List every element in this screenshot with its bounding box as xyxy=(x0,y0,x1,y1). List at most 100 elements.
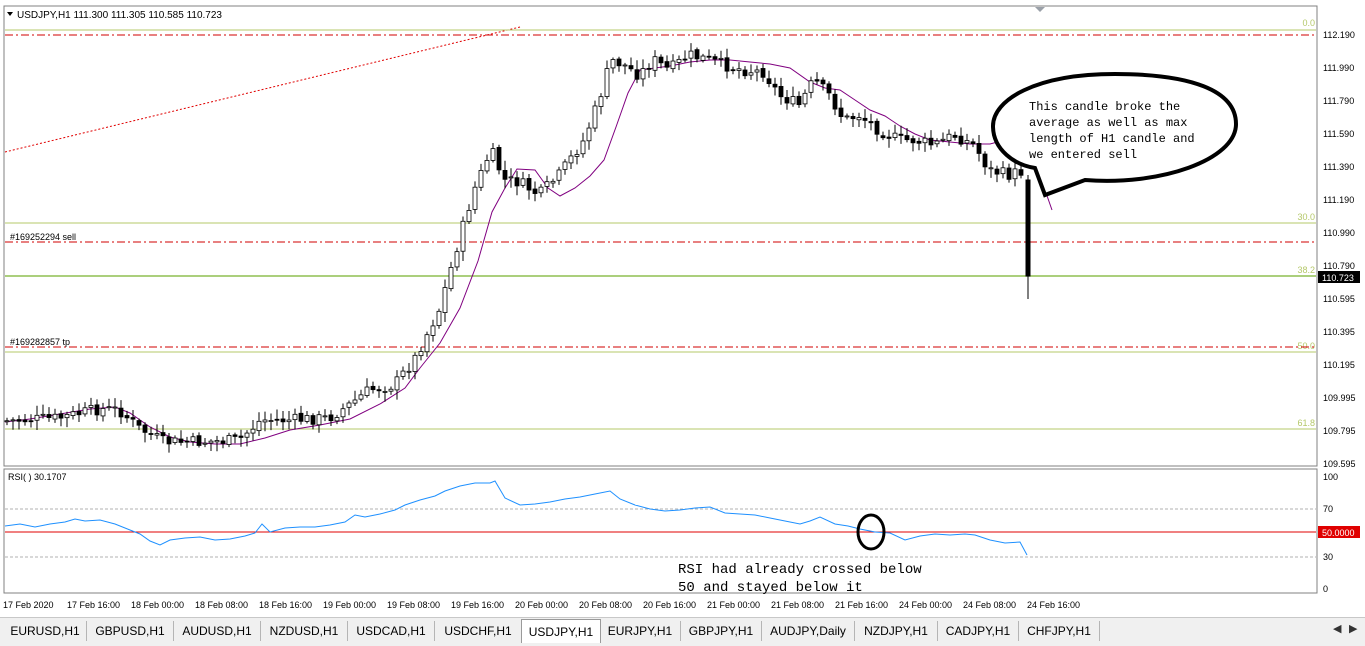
candle-body xyxy=(76,411,82,416)
tab-scroll-left-icon[interactable]: ◀ xyxy=(1333,623,1342,635)
candle-body xyxy=(292,413,298,421)
candle-body xyxy=(550,180,556,184)
candle-body xyxy=(100,408,106,417)
candle-body xyxy=(64,414,70,419)
candle-body xyxy=(124,415,130,419)
tab-gbpusd[interactable]: GBPUSD,H1 xyxy=(87,621,174,641)
candle-body xyxy=(802,92,808,105)
tab-scroll-right-icon[interactable]: ▶ xyxy=(1349,623,1358,635)
price-tick: 110.395 xyxy=(1323,327,1355,337)
price-tick: 109.995 xyxy=(1323,393,1356,403)
tab-nzdusd[interactable]: NZDUSD,H1 xyxy=(261,621,348,641)
candle-body xyxy=(922,137,928,144)
candle-body xyxy=(220,440,226,444)
candle-body xyxy=(160,432,166,437)
tab-eurusd[interactable]: EURUSD,H1 xyxy=(4,621,87,641)
tab-gbpjpy[interactable]: GBPJPY,H1 xyxy=(681,621,762,641)
candle-body xyxy=(400,370,406,377)
rsi-tick: 70 xyxy=(1323,504,1333,514)
candle-body xyxy=(778,85,784,98)
candle-body xyxy=(262,419,268,423)
candle-body xyxy=(244,432,250,438)
tab-usdcad[interactable]: USDCAD,H1 xyxy=(348,621,435,641)
candle-body xyxy=(898,133,904,136)
candle-body xyxy=(40,413,46,416)
annotation-line-4: we entered sell xyxy=(1029,148,1137,162)
price-tick: 111.990 xyxy=(1323,63,1354,73)
price-axis: 112.190 111.990 111.790 111.590 111.390 … xyxy=(1323,30,1356,469)
rsi-tick: 0 xyxy=(1323,584,1328,594)
candles-group[interactable] xyxy=(4,43,1031,453)
time-tick: 24 Feb 08:00 xyxy=(963,600,1016,610)
candle-body xyxy=(334,417,340,422)
candle-body xyxy=(148,433,154,435)
candle-body xyxy=(934,140,940,145)
annotation-line-3: length of H1 candle and xyxy=(1029,132,1195,146)
tab-chfjpy[interactable]: CHFJPY,H1 xyxy=(1019,621,1100,641)
tab-nzdjpy[interactable]: NZDJPY,H1 xyxy=(855,621,938,641)
candle-body xyxy=(724,57,730,72)
candle-body xyxy=(172,437,178,443)
trend-line[interactable] xyxy=(4,26,521,153)
candle-body xyxy=(94,404,100,416)
time-tick: 18 Feb 08:00 xyxy=(195,600,248,610)
fibo-label-0: 0.0 xyxy=(1302,18,1315,28)
candle-body xyxy=(688,50,694,59)
annotation-text: This candle broke the average as well as… xyxy=(1029,100,1195,162)
candle-body xyxy=(580,140,586,155)
rsi-annotation-line-2: 50 and stayed below it xyxy=(678,580,863,596)
fibo-levels[interactable]: 0.0 30.0 38.2 50.0 61.8 xyxy=(5,18,1316,430)
chart-area[interactable]: USDJPY,H1 111.300 111.305 110.585 110.72… xyxy=(0,0,1365,617)
candle-body xyxy=(298,412,304,422)
candle-body xyxy=(154,433,160,436)
candle-body xyxy=(34,414,40,421)
candle-body xyxy=(22,419,28,423)
price-tick: 110.195 xyxy=(1323,360,1355,370)
candle-body xyxy=(694,49,700,60)
candle-body xyxy=(874,120,880,135)
candle-body xyxy=(988,167,994,170)
tab-audusd[interactable]: AUDUSD,H1 xyxy=(174,621,261,641)
candle-body xyxy=(412,354,418,372)
candle-body xyxy=(592,105,598,129)
candle-body xyxy=(310,415,316,425)
rsi-annotation: RSI had already crossed below 50 and sta… xyxy=(678,562,922,596)
breakout-candle-body xyxy=(1025,179,1031,277)
time-tick: 19 Feb 08:00 xyxy=(387,600,440,610)
rsi-level-label: 50.0000 xyxy=(1322,528,1355,538)
tab-usdchf[interactable]: USDCHF,H1 xyxy=(435,621,522,641)
candle-body xyxy=(628,65,634,70)
tab-cadjpy[interactable]: CADJPY,H1 xyxy=(938,621,1019,641)
symbol-dropdown-icon[interactable] xyxy=(7,12,13,16)
candle-body xyxy=(436,310,442,326)
candle-body xyxy=(196,435,202,446)
candle-body xyxy=(178,438,184,443)
rsi-level-box xyxy=(1318,526,1360,538)
candle-body xyxy=(832,93,838,110)
candle-body xyxy=(562,161,568,170)
tab-eurjpy[interactable]: EURJPY,H1 xyxy=(600,621,681,641)
candle-body xyxy=(1012,168,1018,180)
candle-body xyxy=(964,140,970,144)
rsi-tick: 100 xyxy=(1323,472,1338,482)
time-tick: 19 Feb 16:00 xyxy=(451,600,504,610)
candle-body xyxy=(718,57,724,60)
candle-body xyxy=(232,434,238,437)
candle-body xyxy=(946,133,952,142)
tab-usdjpy[interactable]: USDJPY,H1 xyxy=(521,619,601,643)
time-tick: 17 Feb 2020 xyxy=(3,600,54,610)
candle-body xyxy=(52,413,58,420)
chart-shift-marker-icon[interactable] xyxy=(1035,7,1045,12)
candle-body xyxy=(682,58,688,61)
candle-body xyxy=(70,411,76,416)
candle-body xyxy=(748,72,754,76)
candle-body xyxy=(190,436,196,442)
price-tick: 111.390 xyxy=(1323,162,1354,172)
tab-audjpy[interactable]: AUDJPY,Daily xyxy=(762,621,855,641)
candle-body xyxy=(214,440,220,443)
candle-body xyxy=(364,386,370,396)
candle-body xyxy=(490,148,496,161)
candle-body xyxy=(604,68,610,97)
candle-body xyxy=(910,138,916,144)
candle-body xyxy=(466,210,472,223)
